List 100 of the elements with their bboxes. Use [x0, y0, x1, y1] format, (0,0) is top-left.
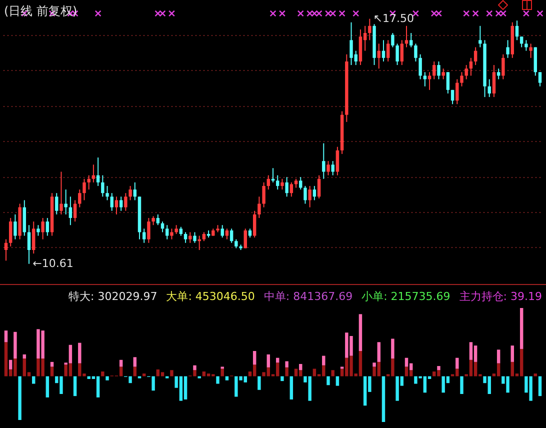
bar	[456, 358, 459, 369]
bar	[32, 376, 36, 384]
text: 主力持仓: 39.19	[459, 289, 542, 304]
candlestick	[524, 40, 528, 52]
candlestick	[502, 54, 505, 80]
bar	[193, 365, 196, 370]
candlestick	[382, 40, 386, 62]
candlestick	[456, 78, 459, 105]
candlestick	[262, 182, 266, 208]
candlestick	[478, 25, 482, 48]
candlestick	[101, 174, 104, 198]
candlestick	[377, 43, 380, 70]
candlestick	[170, 228, 174, 240]
bar	[133, 357, 137, 367]
candlestick	[331, 160, 334, 176]
text: 中单: 841367.69	[264, 289, 353, 304]
bar	[510, 346, 514, 362]
candlestick	[8, 217, 12, 247]
bar	[358, 351, 362, 376]
text: 小单: 215735.69	[362, 289, 450, 304]
bar	[46, 376, 50, 398]
bar	[520, 348, 524, 376]
bar	[184, 376, 188, 400]
candlestick	[391, 32, 394, 48]
bar	[266, 354, 270, 368]
candlestick	[322, 142, 326, 180]
candlestick	[244, 228, 247, 249]
candlestick	[133, 182, 137, 201]
candlestick	[92, 164, 96, 183]
bar	[331, 370, 334, 376]
bar	[202, 371, 206, 376]
candlestick	[96, 157, 100, 186]
candlestick	[317, 174, 321, 199]
bar	[22, 358, 26, 376]
bar	[142, 374, 146, 376]
candlestick	[225, 228, 229, 240]
candlestick	[409, 32, 413, 48]
bar	[437, 366, 440, 370]
bar	[299, 364, 302, 370]
bar	[78, 342, 82, 364]
bar	[133, 366, 137, 376]
bar	[160, 372, 164, 376]
bar	[73, 376, 77, 396]
candlestick	[492, 64, 496, 98]
bar	[496, 363, 500, 376]
candlestick	[276, 174, 280, 190]
bar	[101, 371, 104, 376]
candlestick	[368, 18, 372, 41]
candlestick	[308, 185, 312, 208]
candlestick	[442, 68, 445, 80]
candlestick	[312, 185, 316, 201]
bar	[156, 369, 160, 376]
bar	[220, 368, 224, 376]
bar	[285, 361, 288, 368]
candlestick	[280, 178, 284, 190]
candlestick	[423, 72, 427, 87]
candlestick	[60, 171, 63, 215]
candlestick	[400, 40, 404, 66]
candlestick	[184, 232, 188, 244]
bar	[409, 370, 413, 376]
bar	[372, 362, 376, 367]
candlestick	[82, 178, 86, 201]
candlestick	[68, 196, 72, 226]
bar	[404, 366, 408, 376]
bar	[252, 351, 256, 365]
candlestick	[386, 40, 390, 62]
candlestick	[418, 54, 422, 80]
bar	[258, 376, 261, 390]
candlestick	[496, 68, 500, 80]
bar	[496, 350, 500, 364]
bar	[391, 338, 394, 359]
candlestick	[41, 217, 44, 240]
candlestick	[529, 43, 532, 58]
bar	[96, 376, 100, 398]
candlestick	[78, 189, 82, 208]
candlestick	[404, 25, 408, 48]
candlestick	[299, 176, 302, 190]
bar	[336, 376, 340, 386]
bar	[520, 308, 524, 349]
candlestick	[464, 64, 468, 80]
candlestick	[128, 185, 132, 201]
candlestick	[36, 224, 40, 236]
candlestick	[220, 224, 224, 238]
candlestick	[142, 228, 146, 244]
candlestick	[27, 224, 31, 264]
bar	[22, 354, 26, 359]
candlestick	[110, 192, 114, 212]
candlestick	[336, 146, 340, 176]
bar	[8, 360, 12, 370]
bar	[538, 376, 542, 396]
bar	[294, 368, 298, 376]
candlestick	[156, 214, 160, 226]
candlestick	[87, 174, 90, 190]
candlestick	[506, 40, 510, 58]
bar	[460, 376, 464, 394]
bar	[50, 366, 54, 376]
candlestick	[55, 192, 58, 215]
annotation: ←10.61	[32, 257, 74, 270]
candlestick	[285, 176, 288, 198]
candlestick	[114, 196, 118, 215]
